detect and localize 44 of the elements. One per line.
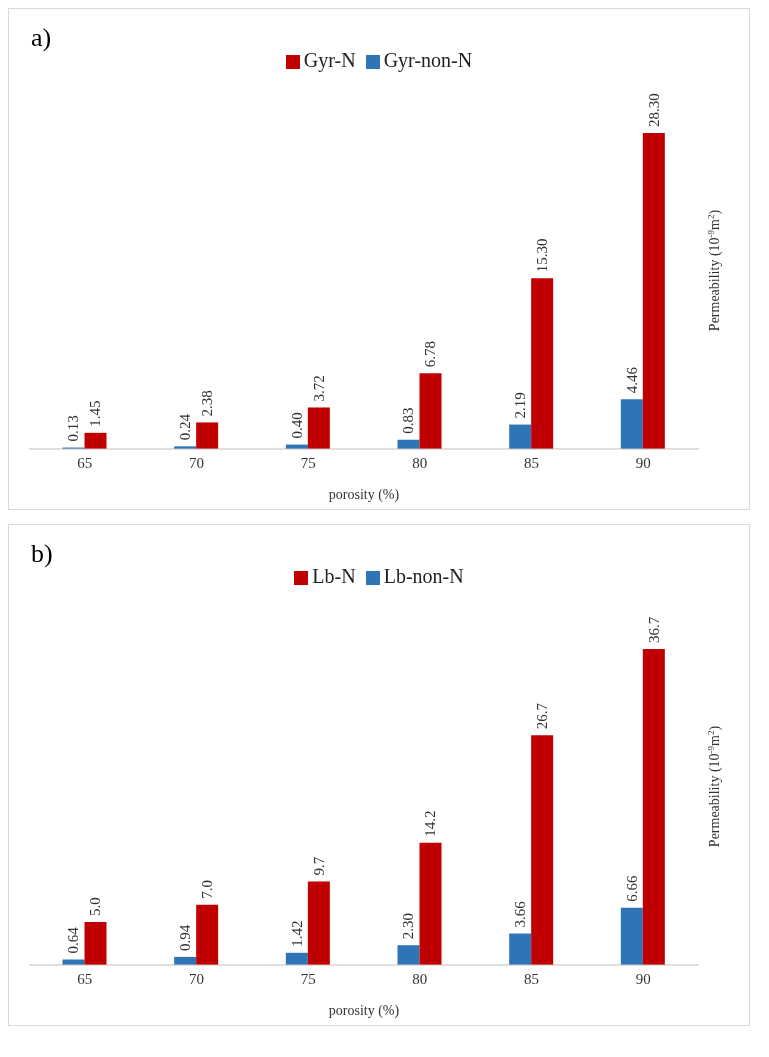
x-tick-label: 85 (524, 970, 539, 987)
x-tick-label: 90 (635, 454, 651, 471)
data-label: 15.30 (534, 238, 551, 273)
data-label: 6.78 (422, 341, 439, 368)
data-label: 0.24 (177, 413, 194, 441)
data-label: 14.2 (422, 810, 439, 837)
data-label: 2.38 (199, 390, 216, 417)
data-label: 0.94 (177, 924, 194, 951)
x-axis-title: porosity (%) (328, 1003, 400, 1019)
data-label: 1.42 (288, 920, 305, 947)
data-label: 2.19 (512, 392, 529, 419)
data-label: 0.83 (400, 407, 417, 434)
x-tick-label: 75 (300, 454, 316, 471)
x-tick-label: 85 (524, 454, 539, 471)
x-tick-label: 75 (300, 970, 316, 987)
data-label: 5.0 (87, 897, 104, 916)
data-label: 0.40 (288, 412, 305, 439)
legend-label: Lb-N (312, 565, 356, 587)
x-axis-title: porosity (%) (328, 487, 400, 503)
legend-label: Gyr-N (303, 49, 356, 71)
x-tick-label: 90 (635, 970, 651, 987)
x-tick-label: 80 (412, 970, 428, 987)
x-tick-label: 65 (77, 970, 93, 987)
data-label: 4.46 (623, 366, 640, 394)
legend-label: Lb-non-N (383, 565, 464, 587)
chart-title: a) (31, 23, 52, 53)
x-tick-label: 70 (189, 970, 204, 987)
legend-label: Gyr-non-N (383, 49, 473, 71)
data-label: 1.45 (87, 400, 104, 427)
data-label: 26.7 (534, 702, 551, 730)
x-tick-label: 70 (189, 454, 204, 471)
data-label: 2.30 (400, 912, 417, 940)
x-tick-label: 65 (77, 454, 93, 471)
chart-title: b) (31, 539, 53, 569)
data-label: 0.64 (65, 926, 82, 954)
data-label: 28.30 (645, 93, 662, 128)
data-label: 0.13 (65, 415, 82, 442)
data-label: 7.0 (199, 879, 216, 899)
data-label: 6.66 (623, 874, 640, 902)
data-label: 3.72 (310, 375, 327, 402)
data-label: 9.7 (310, 856, 327, 876)
data-label: 36.7 (645, 616, 662, 644)
x-tick-label: 80 (412, 454, 428, 471)
data-label: 3.66 (512, 900, 529, 928)
